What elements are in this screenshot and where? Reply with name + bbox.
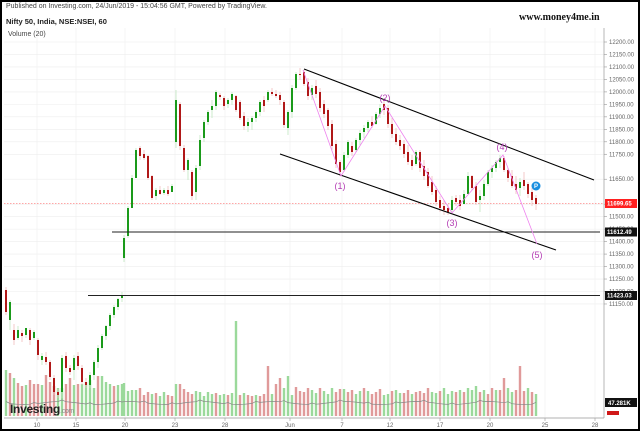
- time-tick-label: 28: [222, 423, 229, 429]
- wave-label: (2): [380, 93, 391, 103]
- time-tick-label: 20: [122, 423, 129, 429]
- elliott-wave-line[interactable]: [302, 69, 538, 245]
- price-tick-label: 11350.00: [609, 252, 634, 258]
- price-tick-label: 11750.00: [609, 152, 634, 158]
- trend-channel[interactable]: [279, 68, 595, 251]
- time-tick-label: 20: [487, 423, 494, 429]
- time-tick-label: Jun: [285, 423, 295, 429]
- svg-text:11699.65: 11699.65: [607, 202, 632, 208]
- time-tick-label: 10: [34, 423, 41, 429]
- price-tick-label: 11250.00: [609, 277, 634, 283]
- chart-grid: [4, 28, 604, 418]
- volume-moving-average: [5, 399, 537, 405]
- investing-logo: Investing.com: [10, 402, 74, 416]
- time-tick-label: 25: [542, 423, 549, 429]
- symbol-title: Nifty 50, India, NSE:NSEI, 60: [6, 17, 107, 26]
- time-tick-label: 28: [592, 423, 599, 429]
- p-marker-icon[interactable]: P: [531, 181, 541, 191]
- price-tag: [605, 199, 637, 208]
- price-tick-label: 11800.00: [609, 140, 634, 146]
- time-tick-label: 23: [172, 423, 179, 429]
- svg-text:11612.49: 11612.49: [607, 230, 632, 236]
- time-tick-label: 12: [387, 423, 394, 429]
- horizontal-lines[interactable]: [88, 231, 600, 297]
- svg-text:47.281K: 47.281K: [608, 401, 631, 407]
- volume-change-tag: [607, 411, 619, 415]
- price-tick-label: 11400.00: [609, 240, 634, 246]
- time-tick-label: 15: [73, 423, 80, 429]
- price-tags: 11699.65 11612.49 11423.03 47.281K: [605, 199, 637, 415]
- price-tick-label: 11500.00: [609, 215, 634, 221]
- price-tick-label: 12100.00: [609, 65, 635, 71]
- watermark: www.money4me.in: [519, 12, 600, 23]
- wave-label: (4): [497, 142, 508, 152]
- time-axis[interactable]: 10 15 20 23 28 Jun 7 12 17 20 25 28: [34, 418, 599, 429]
- lower-channel-line[interactable]: [279, 153, 557, 251]
- price-tick-label: 12000.00: [609, 90, 635, 96]
- volume-indicator-label: Volume (20): [8, 31, 46, 38]
- price-tick-label: 11950.00: [609, 102, 634, 108]
- elliott-wave-labels: (1) (2) (3) (4) (5): [335, 93, 543, 260]
- price-tick-label: 11900.00: [609, 115, 634, 121]
- price-tick-label: 12050.00: [609, 77, 635, 83]
- price-tick-label: 12150.00: [609, 52, 635, 58]
- upper-channel-line[interactable]: [303, 68, 595, 181]
- price-tick-label: 12200.00: [609, 40, 635, 46]
- time-tick-label: 17: [437, 423, 444, 429]
- svg-text:11423.03: 11423.03: [607, 294, 632, 300]
- price-tick-label: 11150.00: [609, 302, 634, 308]
- price-tag: [605, 227, 637, 237]
- volume-tag: [605, 398, 637, 407]
- time-tick-label: 7: [340, 423, 344, 429]
- price-tick-label: 11650.00: [609, 177, 634, 183]
- wave-label: (3): [447, 218, 458, 228]
- price-tick-label: 11300.00: [609, 265, 634, 271]
- wave-label: (1): [335, 181, 346, 191]
- price-axis[interactable]: 12200.00 12150.00 12100.00 12050.00 12000.00…: [604, 40, 635, 308]
- price-tag: [605, 291, 637, 300]
- candlesticks: [5, 68, 537, 398]
- svg-text:P: P: [534, 184, 538, 190]
- wave-label: (5): [532, 250, 543, 260]
- published-note: Published on Investing.com, 24/Jun/2019 …: [6, 3, 267, 10]
- price-tick-label: 11850.00: [609, 127, 634, 133]
